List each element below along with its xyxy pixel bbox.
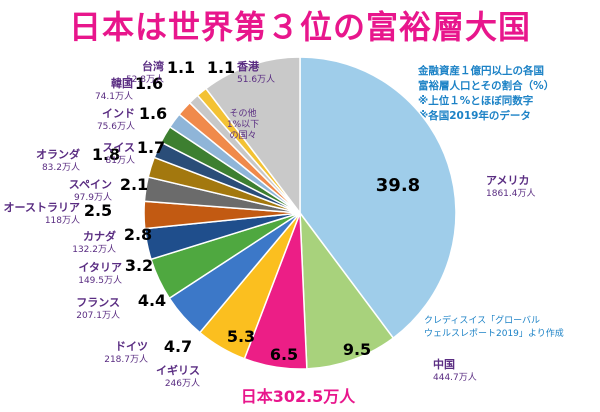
country-label: イギリス 246万人 xyxy=(156,363,200,389)
country-name: ドイツ xyxy=(115,340,148,353)
country-label: 韓国 74.1万人 xyxy=(95,76,133,102)
chart-note: 金融資産１億円以上の各国 富裕層人口とその割合（%） ※上位１%とほぼ同数字 ※… xyxy=(418,64,596,124)
slice-value: 2.8 xyxy=(124,225,152,244)
slice-value: 2.5 xyxy=(84,201,112,220)
country-people: 83.2万人 xyxy=(42,162,80,173)
slice-value: 1.1 xyxy=(207,58,235,77)
country-name: インド xyxy=(102,107,135,120)
source-line: クレディスイス「グローバル xyxy=(424,316,541,326)
slice-value: 6.5 xyxy=(270,345,298,364)
pie-slice xyxy=(299,210,395,370)
country-people: 52.8万人 xyxy=(126,74,164,85)
country-people: 1861.4万人 xyxy=(486,188,536,199)
country-label: イタリア 149.5万人 xyxy=(78,261,122,286)
country-label: フランス 207.1万人 xyxy=(76,296,120,321)
others-label-line: の国々 xyxy=(229,130,256,141)
slice-value: 1.8 xyxy=(92,145,120,164)
country-name: スイス xyxy=(102,141,135,154)
country-name: フランス xyxy=(76,296,120,309)
note-line: ※上位１%とほぼ同数字 xyxy=(418,95,534,107)
japan-label: 日本302.5万人 xyxy=(241,387,357,406)
slice-value: 39.8 xyxy=(376,175,420,196)
country-name: 中国 xyxy=(433,357,455,371)
slice-value: 9.5 xyxy=(343,340,371,359)
slice-value: 3.2 xyxy=(125,256,153,275)
country-label: スペイン 97.9万人 xyxy=(69,178,112,203)
country-people: 207.1万人 xyxy=(76,310,120,321)
country-name: イタリア xyxy=(78,261,122,274)
note-line: 金融資産１億円以上の各国 xyxy=(418,65,544,77)
country-label: スイス 81万人 xyxy=(102,141,135,166)
country-people: 246万人 xyxy=(165,378,200,389)
pie-slice xyxy=(299,56,457,340)
slice-value: 1.7 xyxy=(137,138,165,157)
slice-value: 1.1 xyxy=(167,58,195,77)
country-label: アメリカ 1861.4万人 xyxy=(486,174,536,199)
page-title: 日本は世界第３位の富裕層大国 xyxy=(68,8,531,46)
source-line: ウェルスレポート2019」より作成 xyxy=(424,329,564,339)
country-people: 132.2万人 xyxy=(72,244,116,255)
country-label: 香港 51.6万人 xyxy=(236,59,275,85)
others-label: その他 1%以下の国々 xyxy=(227,107,259,141)
country-name: 台湾 xyxy=(142,59,164,73)
source-note: クレディスイス「グローバル ウェルスレポート2019」より作成 xyxy=(424,315,600,341)
slice-value: 1.6 xyxy=(135,74,163,93)
country-people: 81万人 xyxy=(106,155,135,166)
country-people: 75.6万人 xyxy=(97,121,135,132)
country-people: 149.5万人 xyxy=(78,275,122,286)
country-people: 444.7万人 xyxy=(433,372,477,383)
country-people: 51.6万人 xyxy=(237,74,275,85)
country-name: オーストラリア xyxy=(4,201,80,214)
note-line: ※各国2019年のデータ xyxy=(418,110,531,122)
country-name: 香港 xyxy=(236,59,260,73)
country-label: カナダ 132.2万人 xyxy=(72,229,116,255)
country-label: ドイツ 218.7万人 xyxy=(104,340,148,365)
country-people: 97.9万人 xyxy=(74,192,112,203)
slice-value: 2.1 xyxy=(120,175,148,194)
country-people: 218.7万人 xyxy=(104,354,148,365)
note-line: 富裕層人口とその割合（%） xyxy=(418,80,555,92)
country-name: アメリカ xyxy=(486,174,529,187)
slice-value: 4.7 xyxy=(164,337,192,356)
country-people: 118万人 xyxy=(45,215,80,226)
others-label-line: その他 xyxy=(229,107,256,119)
country-label: 台湾 52.8万人 xyxy=(126,59,164,85)
country-people: 74.1万人 xyxy=(95,91,133,102)
pie-slice xyxy=(204,56,301,216)
country-name: イギリス xyxy=(156,363,200,377)
country-name: オランダ xyxy=(36,147,80,161)
country-label: オランダ 83.2万人 xyxy=(36,147,80,173)
country-label: 中国 444.7万人 xyxy=(433,357,477,383)
slice-value: 4.4 xyxy=(138,291,166,310)
country-label: インド 75.6万人 xyxy=(97,107,135,132)
slice-value: 1.6 xyxy=(139,104,167,123)
slice-value: 5.3 xyxy=(227,327,255,346)
others-label-line: 1%以下 xyxy=(227,120,259,130)
country-name: カナダ xyxy=(83,229,116,243)
country-name: スペイン xyxy=(69,178,112,191)
country-name: 韓国 xyxy=(111,76,133,90)
country-label: オーストラリア 118万人 xyxy=(4,201,80,226)
